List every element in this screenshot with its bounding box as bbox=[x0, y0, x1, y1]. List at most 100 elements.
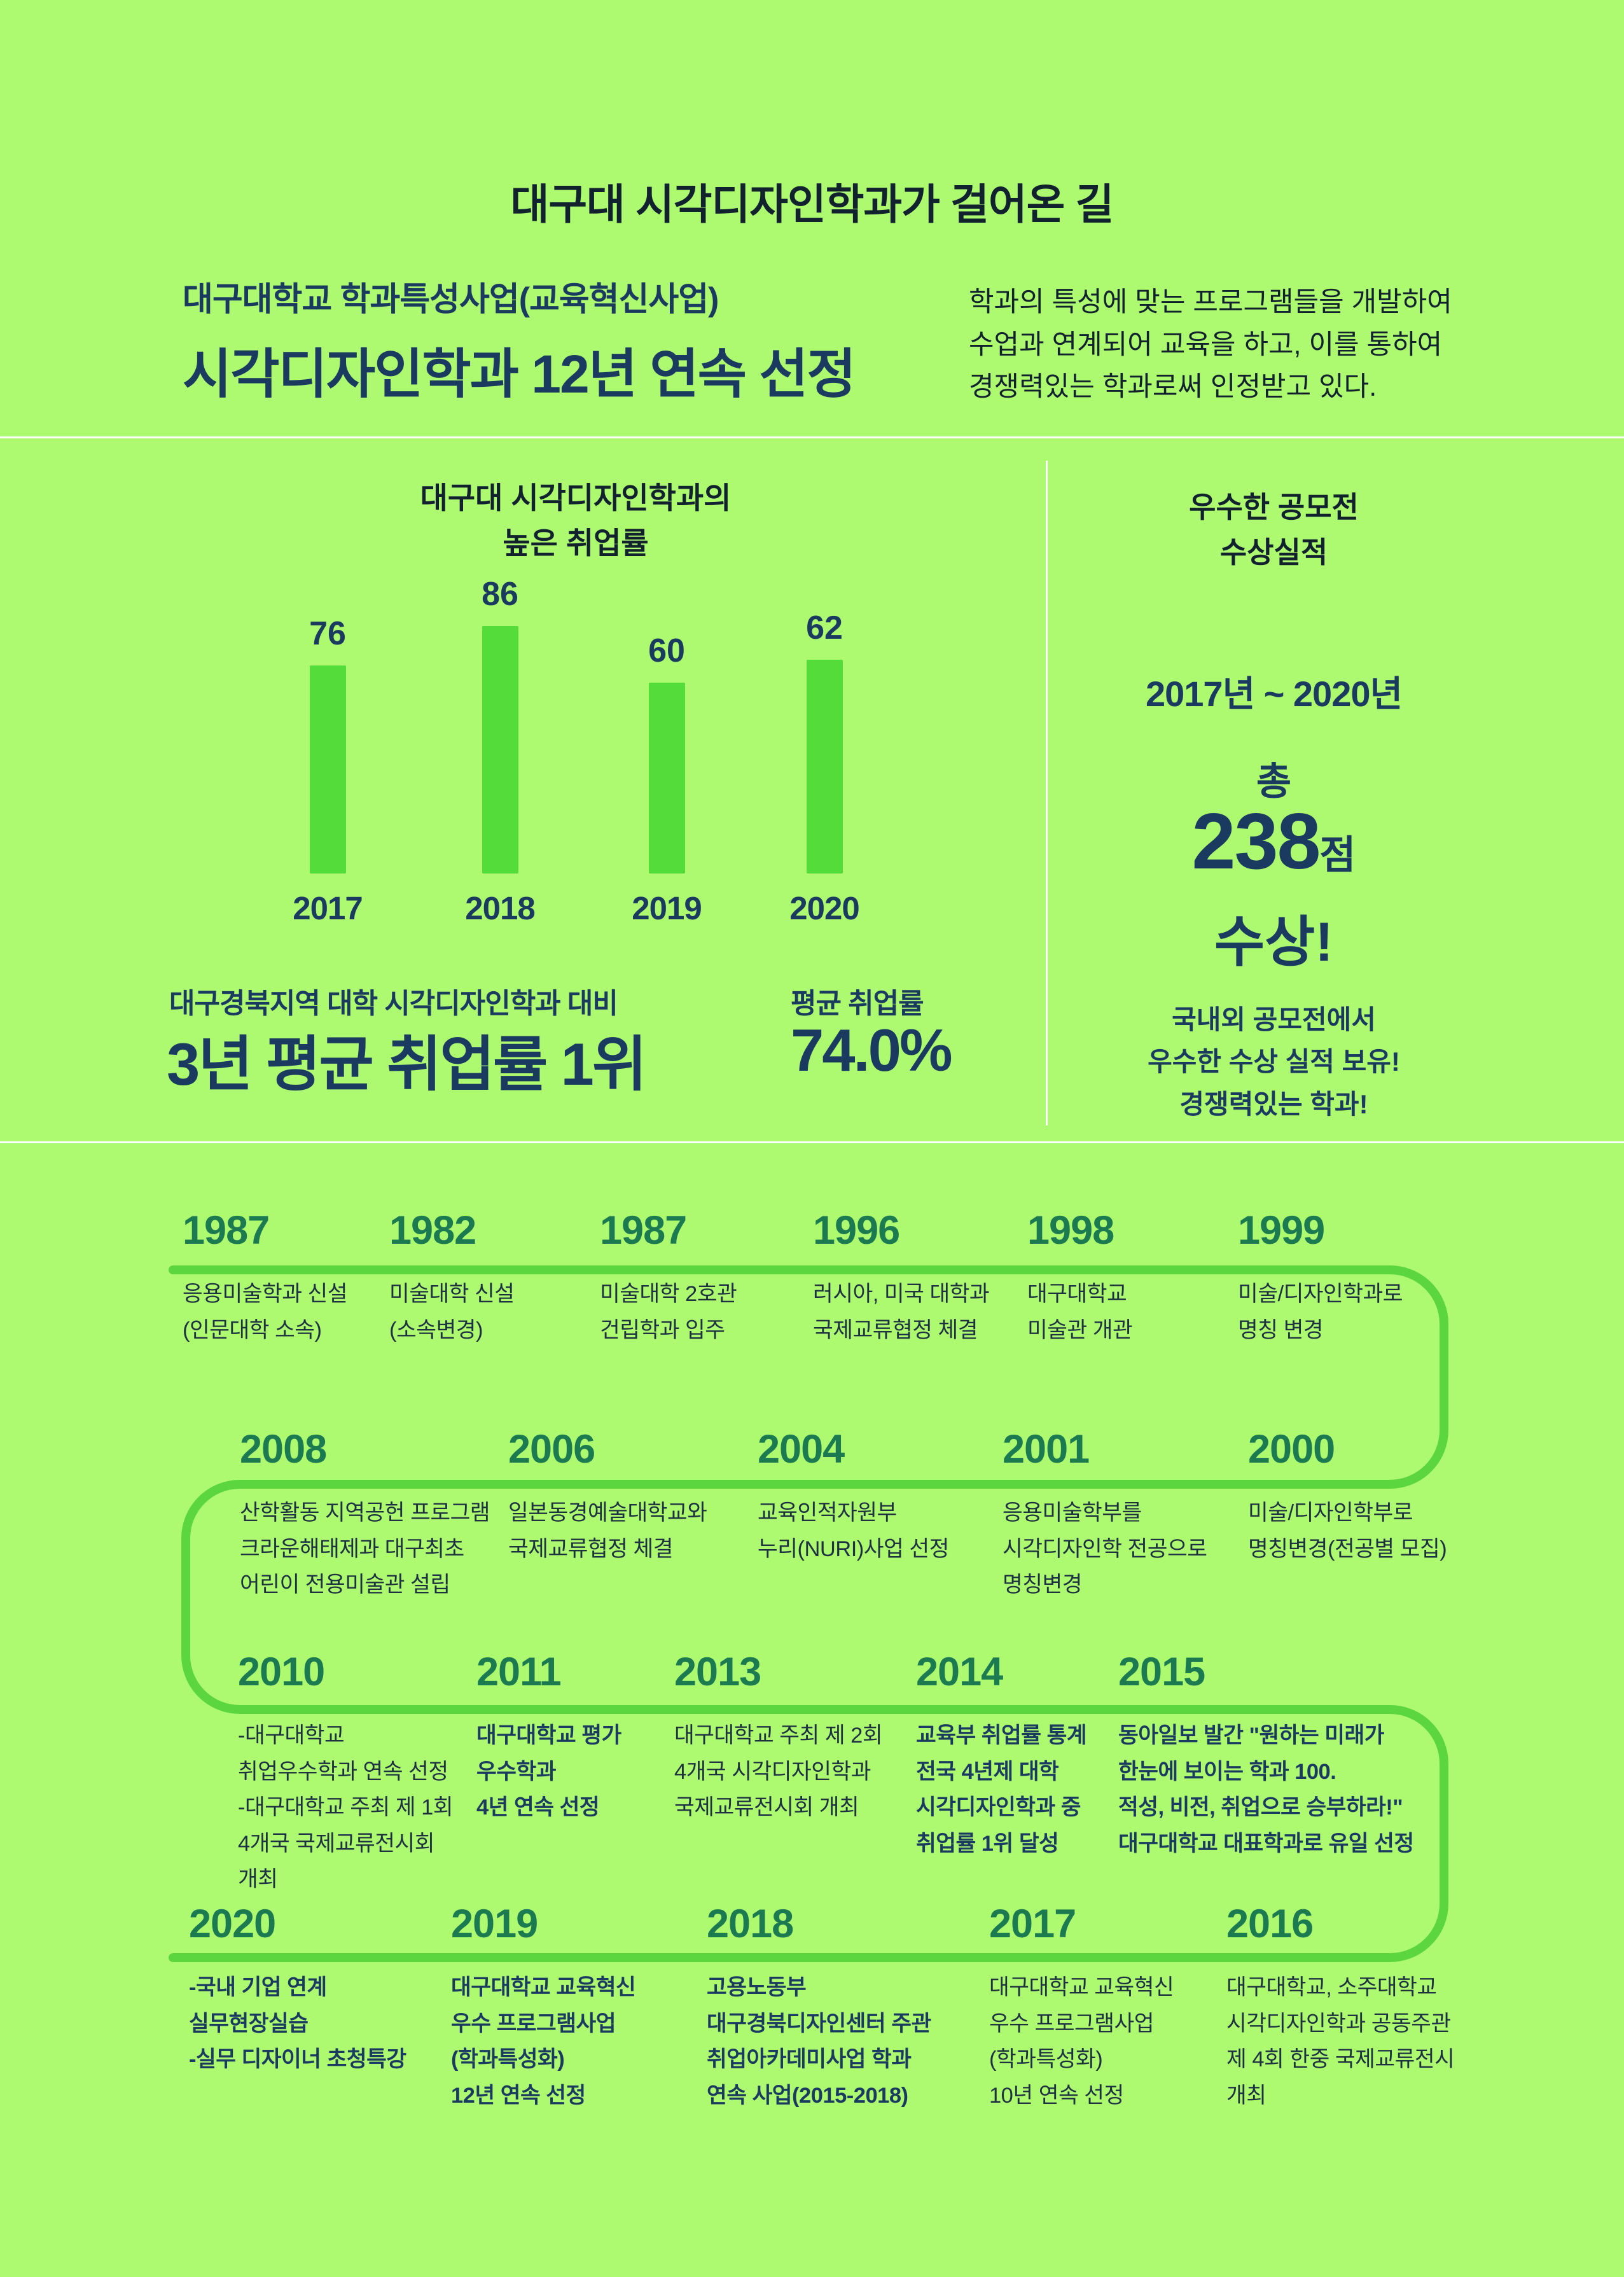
bar-value-label: 60 bbox=[648, 632, 685, 669]
bar-2017 bbox=[309, 665, 346, 874]
timeline-item-2015: 2015 동아일보 발간 "원하는 미래가 한눈에 보이는 학과 100. 적성… bbox=[1118, 1649, 1414, 1862]
timeline-desc: 러시아, 미국 대학과 국제교류협정 체결 bbox=[813, 1282, 990, 1342]
header-block: 대구대학교 학과특성사업(교육혁신사업) 시각디자인학과 12년 연속 선정 bbox=[183, 272, 856, 408]
bar-group-2020: 62 bbox=[774, 609, 875, 874]
timeline-year: 1999 bbox=[1238, 1208, 1325, 1253]
bar-group-2019: 60 bbox=[616, 632, 718, 874]
stat-left-value: 3년 평균 취업률 1위 bbox=[167, 1031, 647, 1097]
timeline-item-1999: 1999 미술/디자인학과로 명칭 변경 bbox=[1238, 1208, 1403, 1348]
vertical-divider bbox=[1046, 461, 1048, 1125]
timeline-year: 2016 bbox=[1226, 1902, 1314, 1946]
timeline-year: 2017 bbox=[989, 1902, 1076, 1946]
axis-label-2018: 2018 bbox=[465, 890, 535, 926]
awards-score: 238점 bbox=[1046, 797, 1501, 887]
timeline-desc: -국내 기업 연계 실무현장실습 -실무 디자이너 초청특강 bbox=[189, 1975, 406, 2072]
timeline-desc: 미술대학 2호관 건립학과 입주 bbox=[600, 1282, 737, 1342]
timeline-item-1987a: 1987 응용미술학과 신설 (인문대학 소속) bbox=[183, 1208, 348, 1348]
timeline-item-1987b: 1987 미술대학 2호관 건립학과 입주 bbox=[600, 1208, 737, 1348]
timeline-desc: 대구대학교 미술관 개관 bbox=[1027, 1282, 1133, 1342]
timeline-year: 1987 bbox=[183, 1208, 270, 1253]
bar-group-2018: 86 bbox=[449, 575, 551, 874]
timeline-desc: 응용미술학과 신설 (인문대학 소속) bbox=[183, 1282, 348, 1342]
axis-label-2020: 2020 bbox=[789, 890, 859, 926]
timeline-item-1998: 1998 대구대학교 미술관 개관 bbox=[1027, 1208, 1133, 1348]
timeline-desc: 미술대학 신설 (소속변경) bbox=[389, 1282, 515, 1342]
timeline-desc: 응용미술학부를 시각디자인학 전공으로 명칭변경 bbox=[1003, 1501, 1207, 1598]
timeline-desc: 교육인적자원부 누리(NURI)사업 선정 bbox=[758, 1501, 949, 1561]
horizontal-divider-top bbox=[0, 436, 1624, 438]
timeline-year: 2008 bbox=[240, 1427, 327, 1472]
axis-label-2017: 2017 bbox=[293, 890, 363, 926]
timeline-desc: -대구대학교 취업우수학과 연속 선정 -대구대학교 주최 제 1회 4개국 국… bbox=[238, 1723, 454, 1892]
timeline-desc: 고용노동부 대구경북디자인센터 주관 취업아카데미사업 학과 연속 사업(201… bbox=[707, 1975, 931, 2108]
timeline-item-2010: 2010 -대구대학교 취업우수학과 연속 선정 -대구대학교 주최 제 1회 … bbox=[238, 1649, 454, 1898]
timeline-year: 2013 bbox=[674, 1650, 761, 1694]
header-description: 학과의 특성에 맞는 프로그램들을 개발하여 수업과 연계되어 교육을 하고, … bbox=[969, 287, 1452, 403]
timeline-item-2016: 2016 대구대학교, 소주대학교 시각디자인학과 공동주관 제 4회 한중 국… bbox=[1226, 1901, 1455, 2113]
bar-value-label: 76 bbox=[309, 615, 346, 652]
stat-left-caption: 대구경북지역 대학 시각디자인학과 대비 bbox=[169, 988, 618, 1019]
timeline-item-2008: 2008 산학활동 지역공헌 프로그램 크라운해태제과 대구최초 어린이 전용미… bbox=[240, 1426, 490, 1603]
timeline-year: 1987 bbox=[600, 1208, 687, 1253]
timeline-item-1982: 1982 미술대학 신설 (소속변경) bbox=[389, 1208, 515, 1348]
timeline-year: 2014 bbox=[916, 1650, 1003, 1694]
timeline-year: 2010 bbox=[238, 1650, 325, 1694]
timeline-year: 2018 bbox=[707, 1902, 794, 1946]
timeline-desc: 미술/디자인학과로 명칭 변경 bbox=[1238, 1282, 1403, 1342]
timeline-year: 2001 bbox=[1003, 1427, 1090, 1472]
timeline-year: 2015 bbox=[1118, 1650, 1205, 1694]
timeline-item-2004: 2004 교육인적자원부 누리(NURI)사업 선정 bbox=[758, 1426, 949, 1567]
bar-2019 bbox=[648, 683, 685, 874]
header-headline: 시각디자인학과 12년 연속 선정 bbox=[183, 344, 856, 404]
timeline-desc: 대구대학교 교육혁신 우수 프로그램사업 (학과특성화) 10년 연속 선정 bbox=[989, 1975, 1174, 2108]
timeline-desc: 대구대학교, 소주대학교 시각디자인학과 공동주관 제 4회 한중 국제교류전시… bbox=[1226, 1975, 1455, 2108]
timeline-year: 1998 bbox=[1027, 1208, 1114, 1253]
stat-right-caption: 평균 취업률 bbox=[791, 988, 924, 1019]
awards-score-number: 238 bbox=[1191, 798, 1321, 886]
bar-group-2017: 76 bbox=[277, 615, 378, 874]
timeline-item-2006: 2006 일본동경예술대학교와 국제교류협정 체결 bbox=[508, 1426, 707, 1567]
timeline-year: 2000 bbox=[1248, 1427, 1335, 1472]
timeline-item-2000: 2000 미술/디자인학부로 명칭변경(전공별 모집) bbox=[1248, 1426, 1447, 1567]
timeline-item-2001: 2001 응용미술학부를 시각디자인학 전공으로 명칭변경 bbox=[1003, 1426, 1207, 1603]
timeline-desc: 동아일보 발간 "원하는 미래가 한눈에 보이는 학과 100. 적성, 비전,… bbox=[1118, 1723, 1414, 1856]
timeline-desc: 대구대학교 주최 제 2회 4개국 시각디자인학과 국제교류전시회 개최 bbox=[674, 1723, 883, 1820]
timeline-desc: 일본동경예술대학교와 국제교류협정 체결 bbox=[508, 1501, 707, 1561]
awards-title: 우수한 공모전 수상실적 bbox=[1189, 491, 1359, 569]
timeline-desc: 미술/디자인학부로 명칭변경(전공별 모집) bbox=[1248, 1501, 1447, 1561]
axis-label-2019: 2019 bbox=[632, 890, 702, 926]
bar-2018 bbox=[482, 626, 518, 874]
timeline-desc: 대구대학교 교육혁신 우수 프로그램사업 (학과특성화) 12년 연속 선정 bbox=[451, 1975, 636, 2108]
timeline-desc: 산학활동 지역공헌 프로그램 크라운해태제과 대구최초 어린이 전용미술관 설립 bbox=[240, 1501, 490, 1598]
timeline-year: 2019 bbox=[451, 1902, 538, 1946]
timeline-year: 2011 bbox=[476, 1650, 562, 1694]
timeline-item-2017: 2017 대구대학교 교육혁신 우수 프로그램사업 (학과특성화) 10년 연속… bbox=[989, 1901, 1174, 2113]
chart-title: 대구대 시각디자인학과의 높은 취업률 bbox=[420, 481, 732, 560]
timeline-desc: 교육부 취업률 통계 전국 4년제 대학 시각디자인학과 중 취업률 1위 달성 bbox=[916, 1723, 1087, 1856]
awards-note: 국내외 공모전에서 우수한 수상 실적 보유! 경쟁력있는 학과! bbox=[1148, 1005, 1400, 1119]
timeline-year: 1982 bbox=[389, 1208, 476, 1253]
horizontal-divider-bottom bbox=[0, 1141, 1624, 1143]
timeline-item-2019: 2019 대구대학교 교육혁신 우수 프로그램사업 (학과특성화) 12년 연속… bbox=[451, 1901, 636, 2113]
awards-period: 2017년 ~ 2020년 bbox=[1145, 674, 1403, 714]
timeline-item-2018: 2018 고용노동부 대구경북디자인센터 주관 취업아카데미사업 학과 연속 사… bbox=[707, 1901, 931, 2113]
header-subtitle: 대구대학교 학과특성사업(교육혁신사업) bbox=[183, 281, 719, 318]
timeline-item-2020: 2020 -국내 기업 연계 실무현장실습 -실무 디자이너 초청특강 bbox=[189, 1901, 406, 2078]
timeline-desc: 대구대학교 평가 우수학과 4년 연속 선정 bbox=[476, 1723, 621, 1820]
timeline-year: 1996 bbox=[813, 1208, 900, 1253]
timeline-item-1996: 1996 러시아, 미국 대학과 국제교류협정 체결 bbox=[813, 1208, 990, 1348]
awards-score-unit: 점 bbox=[1319, 833, 1356, 877]
timeline-year: 2020 bbox=[189, 1902, 276, 1946]
stat-right-value: 74.0% bbox=[791, 1017, 953, 1083]
timeline-item-2013: 2013 대구대학교 주최 제 2회 4개국 시각디자인학과 국제교류전시회 개… bbox=[674, 1649, 883, 1826]
bar-2020 bbox=[806, 660, 843, 874]
timeline-item-2014: 2014 교육부 취업률 통계 전국 4년제 대학 시각디자인학과 중 취업률 … bbox=[916, 1649, 1087, 1862]
page-title: 대구대 시각디자인학과가 걸어온 길 bbox=[510, 181, 1114, 228]
timeline-year: 2006 bbox=[508, 1427, 595, 1472]
awards-word: 수상! bbox=[1214, 912, 1333, 973]
timeline-year: 2004 bbox=[758, 1427, 845, 1472]
bar-value-label: 86 bbox=[482, 576, 518, 613]
awards-total-label: 총 bbox=[1256, 760, 1292, 803]
bar-value-label: 62 bbox=[806, 609, 843, 646]
